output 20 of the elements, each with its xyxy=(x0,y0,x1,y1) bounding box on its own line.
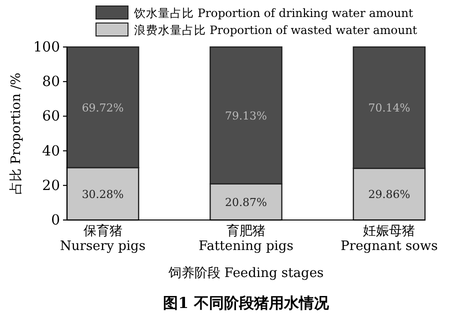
x-tick-label: 育肥猪 Fattening pigs xyxy=(198,223,294,254)
data-label: 69.72% xyxy=(82,101,124,114)
text: 图1 不同阶段猪用水情况 xyxy=(163,294,330,312)
data-label: 79.13% xyxy=(225,109,267,122)
y-tick-label: 0 xyxy=(51,212,60,228)
x-axis-title: 饲养阶段 Feeding stages xyxy=(167,265,324,281)
y-tick-label: 80 xyxy=(42,74,60,90)
legend-label: 浪费水量占比 Proportion of wasted water amount xyxy=(134,23,418,37)
y-tick-label: 60 xyxy=(42,108,60,125)
y-tick-label: 40 xyxy=(42,143,60,160)
legend-label: 饮水量占比 Proportion of drinking water amount xyxy=(133,6,414,20)
x-tick-label: 妊娠母猪 Pregnant sows xyxy=(340,224,438,254)
y-tick-label: 20 xyxy=(42,178,60,194)
y-axis-title: 占比 Proportion /% xyxy=(9,72,24,194)
data-label: 70.14% xyxy=(368,102,410,115)
y-tick-label: 100 xyxy=(33,39,60,56)
data-label: 29.86% xyxy=(368,188,410,202)
data-label: 20.87% xyxy=(225,196,267,209)
x-tick-label: 保育猪 Nursery pigs xyxy=(60,223,146,254)
data-label: 30.28% xyxy=(82,188,124,201)
